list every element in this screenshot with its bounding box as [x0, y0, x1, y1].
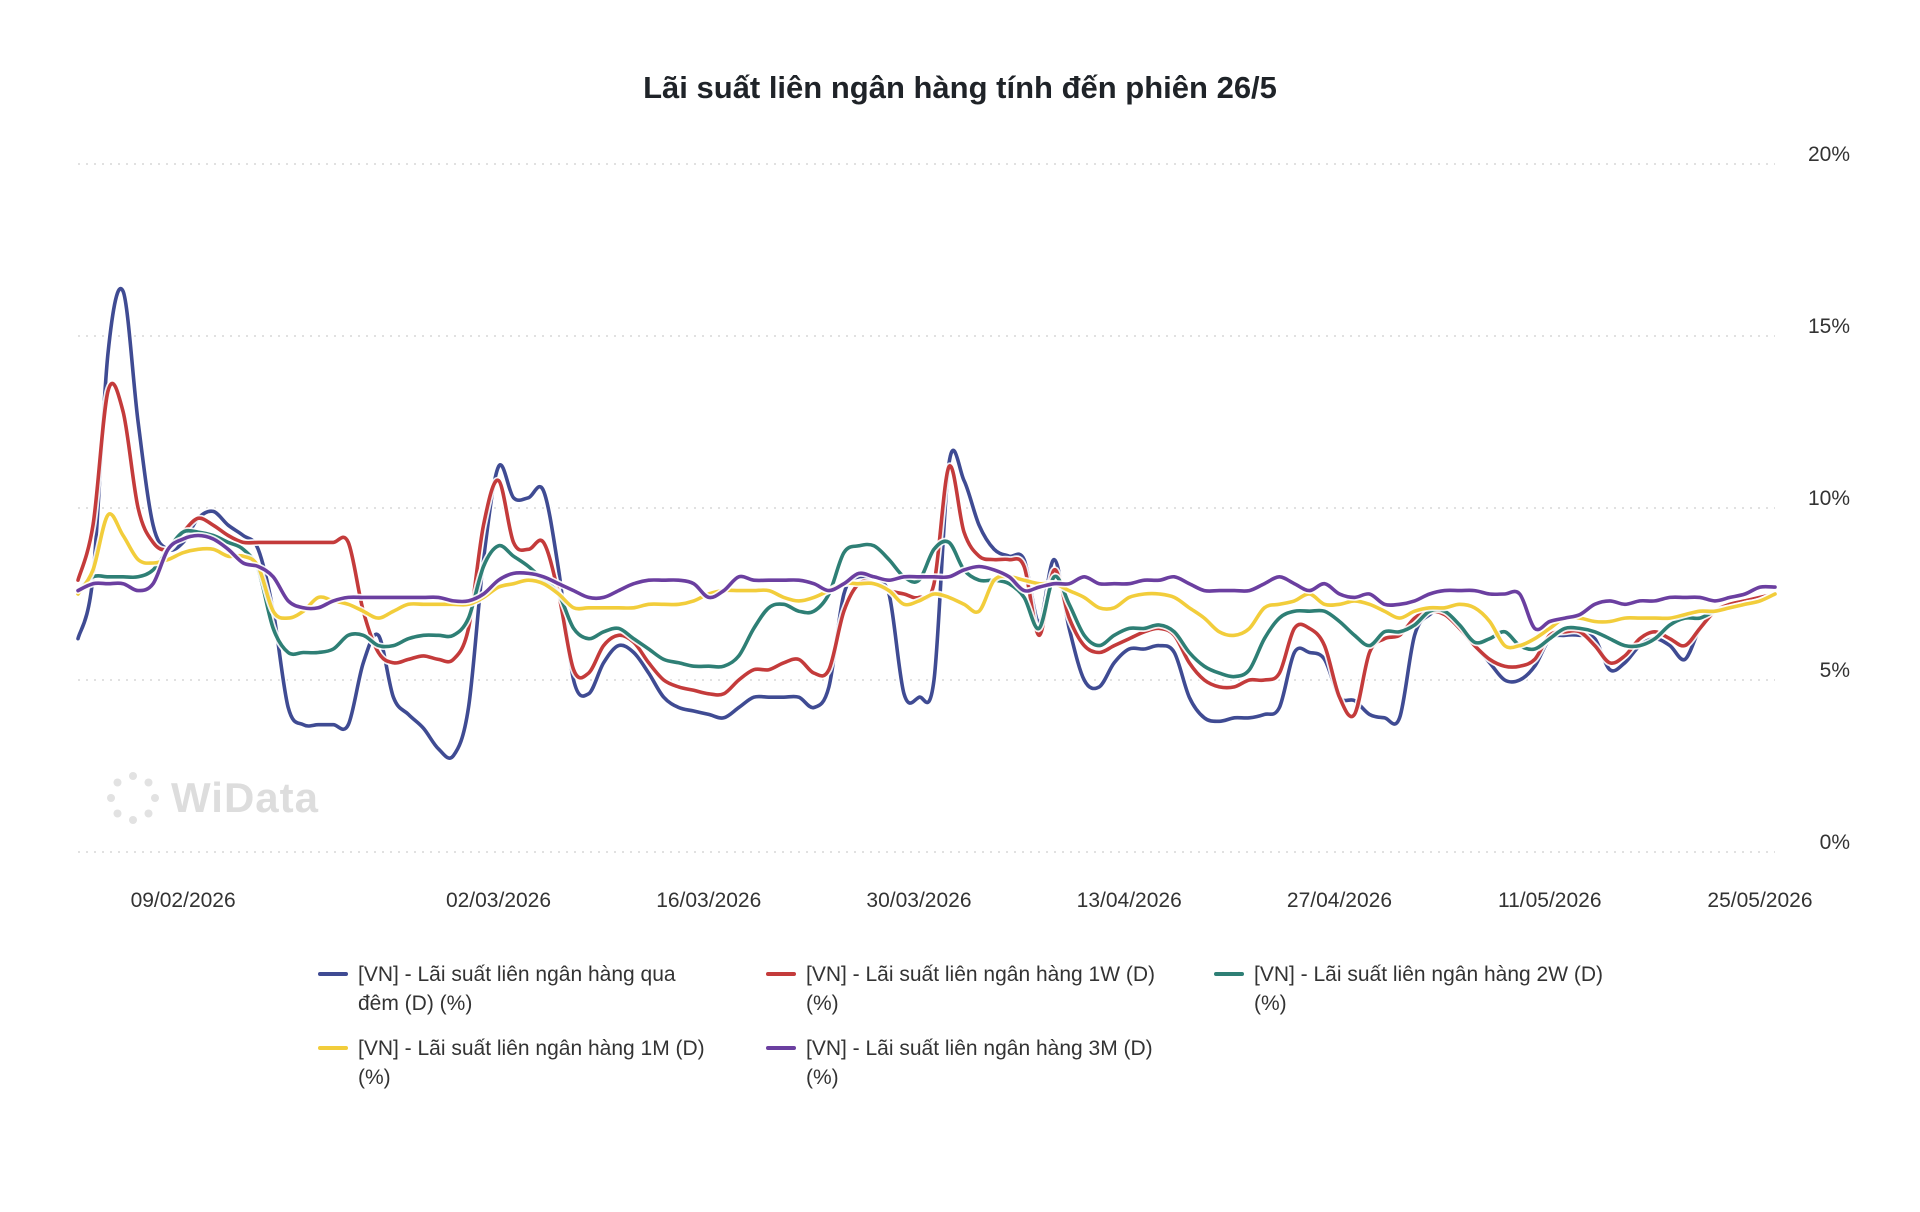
watermark-text: WiData	[171, 774, 319, 821]
y-tick-label: 0%	[1820, 831, 1850, 854]
x-tick-label: 25/05/2026	[1707, 889, 1812, 912]
series-line-halo	[74, 285, 1779, 762]
series-line-halo	[74, 532, 1779, 634]
y-tick-label: 15%	[1808, 315, 1850, 338]
x-tick-label: 09/02/2026	[131, 889, 236, 912]
y-tick-label: 20%	[1808, 143, 1850, 166]
series-line-4	[76, 512, 1777, 650]
x-tick-label: 13/04/2026	[1077, 889, 1182, 912]
y-tick-label: 5%	[1820, 659, 1850, 682]
gridlines	[78, 163, 1775, 853]
widata-logo-icon	[107, 772, 159, 824]
chart-title: Lãi suất liên ngân hàng tính đến phiên 2…	[643, 70, 1277, 105]
watermark: WiData	[105, 770, 319, 826]
x-tick-label: 02/03/2026	[446, 889, 551, 912]
series-line-halo	[74, 510, 1779, 652]
x-tick-label: 16/03/2026	[656, 889, 761, 912]
y-tick-label: 10%	[1808, 487, 1850, 510]
x-tick-label: 27/04/2026	[1287, 889, 1392, 912]
series-line-5	[76, 533, 1777, 632]
x-tick-label: 11/05/2026	[1498, 889, 1602, 912]
series-lines	[74, 285, 1779, 762]
series-line-3	[76, 528, 1777, 679]
y-axis-ticks: 0% 5% 10% 15% 20%	[1808, 143, 1850, 854]
series-line-2	[76, 381, 1777, 719]
x-tick-label: 30/03/2026	[866, 889, 971, 912]
series-line-1	[76, 286, 1777, 760]
x-axis-ticks: 09/02/2026 02/03/2026 16/03/2026 30/03/2026…	[131, 889, 1813, 912]
